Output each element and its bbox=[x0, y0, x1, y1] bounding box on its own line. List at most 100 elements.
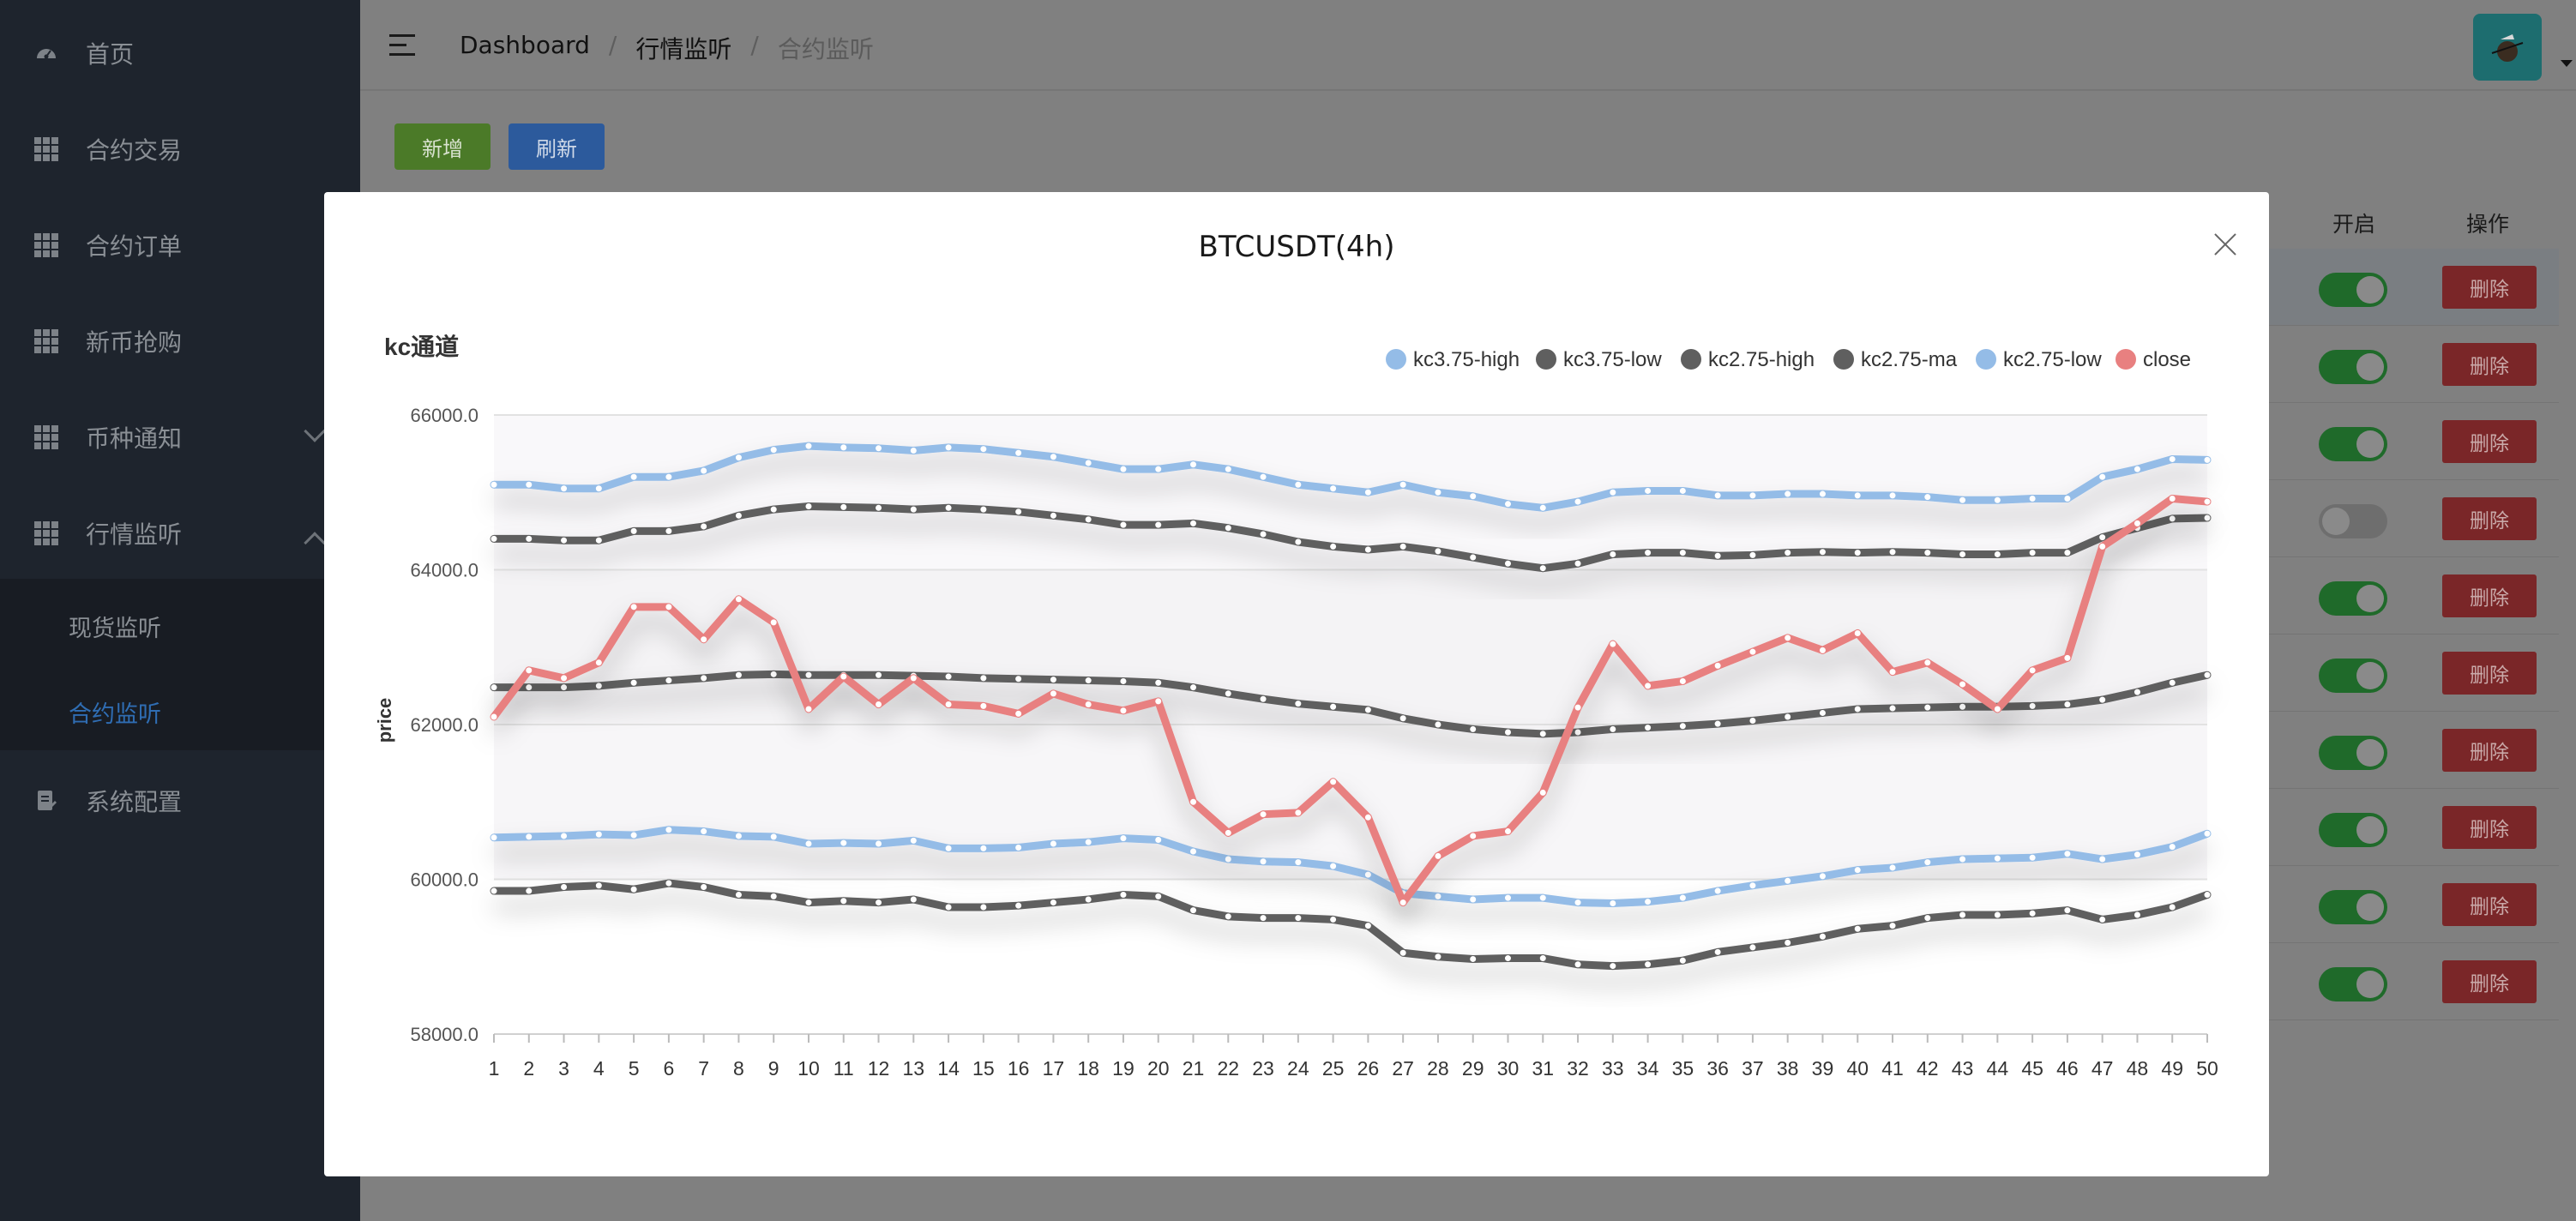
enabled-toggle[interactable] bbox=[2319, 813, 2387, 847]
data-point bbox=[1574, 559, 1582, 568]
data-point bbox=[1959, 680, 1967, 689]
data-point bbox=[2168, 454, 2176, 463]
data-point bbox=[1888, 668, 1897, 677]
breadcrumb-market-monitor[interactable]: 行情监听 bbox=[635, 35, 732, 63]
submenu-item-contract-monitor[interactable]: 合约监听 bbox=[69, 701, 161, 728]
data-point bbox=[1294, 858, 1303, 867]
breadcrumb-dashboard[interactable]: Dashboard bbox=[460, 31, 590, 59]
table-row: 删除 bbox=[2269, 480, 2559, 557]
data-point bbox=[1119, 891, 1128, 899]
data-point bbox=[2098, 542, 2107, 550]
y-tick-label: 60000.0 bbox=[410, 869, 478, 891]
data-point bbox=[525, 480, 533, 489]
data-point bbox=[1329, 778, 1338, 786]
sidebar-item-system-config[interactable]: 系统配置 bbox=[0, 753, 360, 849]
hamburger-icon[interactable] bbox=[389, 34, 415, 57]
delete-button[interactable]: 删除 bbox=[2442, 266, 2537, 309]
sidebar-item-contract-trading[interactable]: 合约交易 bbox=[0, 101, 360, 197]
data-point bbox=[2098, 472, 2107, 481]
enabled-toggle[interactable] bbox=[2319, 659, 2387, 693]
refresh-button[interactable]: 刷新 bbox=[509, 123, 605, 170]
delete-button[interactable]: 删除 bbox=[2442, 343, 2537, 386]
enabled-toggle[interactable] bbox=[2319, 736, 2387, 770]
table-row: 删除 bbox=[2269, 403, 2559, 480]
data-point bbox=[1538, 730, 1547, 738]
data-point bbox=[1609, 550, 1617, 558]
data-point bbox=[769, 446, 778, 454]
data-point bbox=[1294, 480, 1303, 489]
enabled-toggle[interactable] bbox=[2319, 890, 2387, 924]
enabled-toggle[interactable] bbox=[2319, 967, 2387, 1001]
data-point bbox=[2203, 497, 2212, 506]
enabled-toggle[interactable] bbox=[2319, 427, 2387, 461]
data-point bbox=[2028, 666, 2037, 675]
data-point bbox=[2063, 494, 2072, 502]
submenu-item-spot-monitor[interactable]: 现货监听 bbox=[69, 616, 161, 642]
sidebar-item-label: 币种通知 bbox=[86, 424, 183, 453]
legend-marker bbox=[1833, 349, 1854, 370]
data-point bbox=[1014, 709, 1023, 718]
x-tick-label: 35 bbox=[1672, 1057, 1694, 1080]
data-point bbox=[1853, 549, 1862, 557]
x-tick-label: 7 bbox=[698, 1057, 709, 1080]
data-point bbox=[700, 522, 708, 531]
add-button[interactable]: 新增 bbox=[394, 123, 491, 170]
data-point bbox=[665, 603, 673, 611]
sidebar-item-label: 合约交易 bbox=[86, 136, 183, 165]
x-tick-label: 36 bbox=[1706, 1057, 1729, 1080]
data-point bbox=[1154, 465, 1163, 473]
delete-button[interactable]: 删除 bbox=[2442, 420, 2537, 463]
delete-button[interactable]: 删除 bbox=[2442, 729, 2537, 772]
sidebar-item-coin-notify[interactable]: 币种通知 bbox=[0, 389, 360, 485]
data-point bbox=[734, 832, 743, 840]
data-point bbox=[594, 536, 603, 544]
legend-marker bbox=[1681, 349, 1701, 370]
enabled-toggle[interactable] bbox=[2319, 504, 2387, 538]
x-tick-label: 49 bbox=[2161, 1057, 2183, 1080]
caret-down-icon[interactable] bbox=[2561, 60, 2573, 67]
delete-button[interactable]: 删除 bbox=[2442, 574, 2537, 617]
data-point bbox=[1014, 901, 1023, 910]
sidebar-item-home[interactable]: 首页 bbox=[0, 5, 360, 101]
data-point bbox=[1853, 866, 1862, 875]
data-point bbox=[1644, 549, 1652, 557]
data-point bbox=[909, 447, 918, 455]
data-point bbox=[1259, 857, 1267, 866]
avatar-image bbox=[2491, 34, 2524, 62]
sidebar-item-label: 行情监听 bbox=[86, 520, 183, 549]
data-point bbox=[1119, 707, 1128, 715]
data-point bbox=[1784, 490, 1792, 498]
data-point bbox=[909, 836, 918, 845]
delete-button[interactable]: 删除 bbox=[2442, 883, 2537, 926]
delete-button[interactable]: 删除 bbox=[2442, 960, 2537, 1003]
enabled-toggle[interactable] bbox=[2319, 581, 2387, 616]
data-point bbox=[1189, 906, 1198, 915]
data-point bbox=[1818, 548, 1827, 556]
delete-button[interactable]: 删除 bbox=[2442, 497, 2537, 540]
data-point bbox=[1119, 677, 1128, 685]
data-point bbox=[2203, 829, 2212, 838]
data-point bbox=[944, 903, 953, 911]
data-point bbox=[1503, 827, 1512, 836]
data-point bbox=[1818, 932, 1827, 941]
data-point bbox=[1923, 549, 1932, 557]
table-row: 删除 bbox=[2269, 635, 2559, 712]
x-tick-label: 33 bbox=[1602, 1057, 1624, 1080]
delete-button[interactable]: 删除 bbox=[2442, 652, 2537, 695]
data-point bbox=[1049, 511, 1057, 520]
breadcrumb-current: 合约监听 bbox=[777, 35, 874, 63]
data-point bbox=[1923, 493, 1932, 502]
data-point bbox=[1503, 559, 1512, 568]
data-point bbox=[1399, 542, 1407, 550]
submenu: 现货监听 合约监听 bbox=[0, 579, 360, 750]
delete-button[interactable]: 删除 bbox=[2442, 806, 2537, 849]
avatar[interactable] bbox=[2473, 14, 2542, 81]
table-row: 删除 bbox=[2269, 557, 2559, 635]
enabled-toggle[interactable] bbox=[2319, 273, 2387, 307]
sidebar-item-contract-orders[interactable]: 合约订单 bbox=[0, 197, 360, 293]
sidebar-item-new-coin[interactable]: 新币抢购 bbox=[0, 293, 360, 389]
enabled-toggle[interactable] bbox=[2319, 350, 2387, 384]
sidebar-item-market-monitor[interactable]: 行情监听 bbox=[0, 485, 360, 581]
data-point bbox=[804, 839, 813, 848]
legend-label: kc3.75-low bbox=[1563, 348, 1662, 371]
